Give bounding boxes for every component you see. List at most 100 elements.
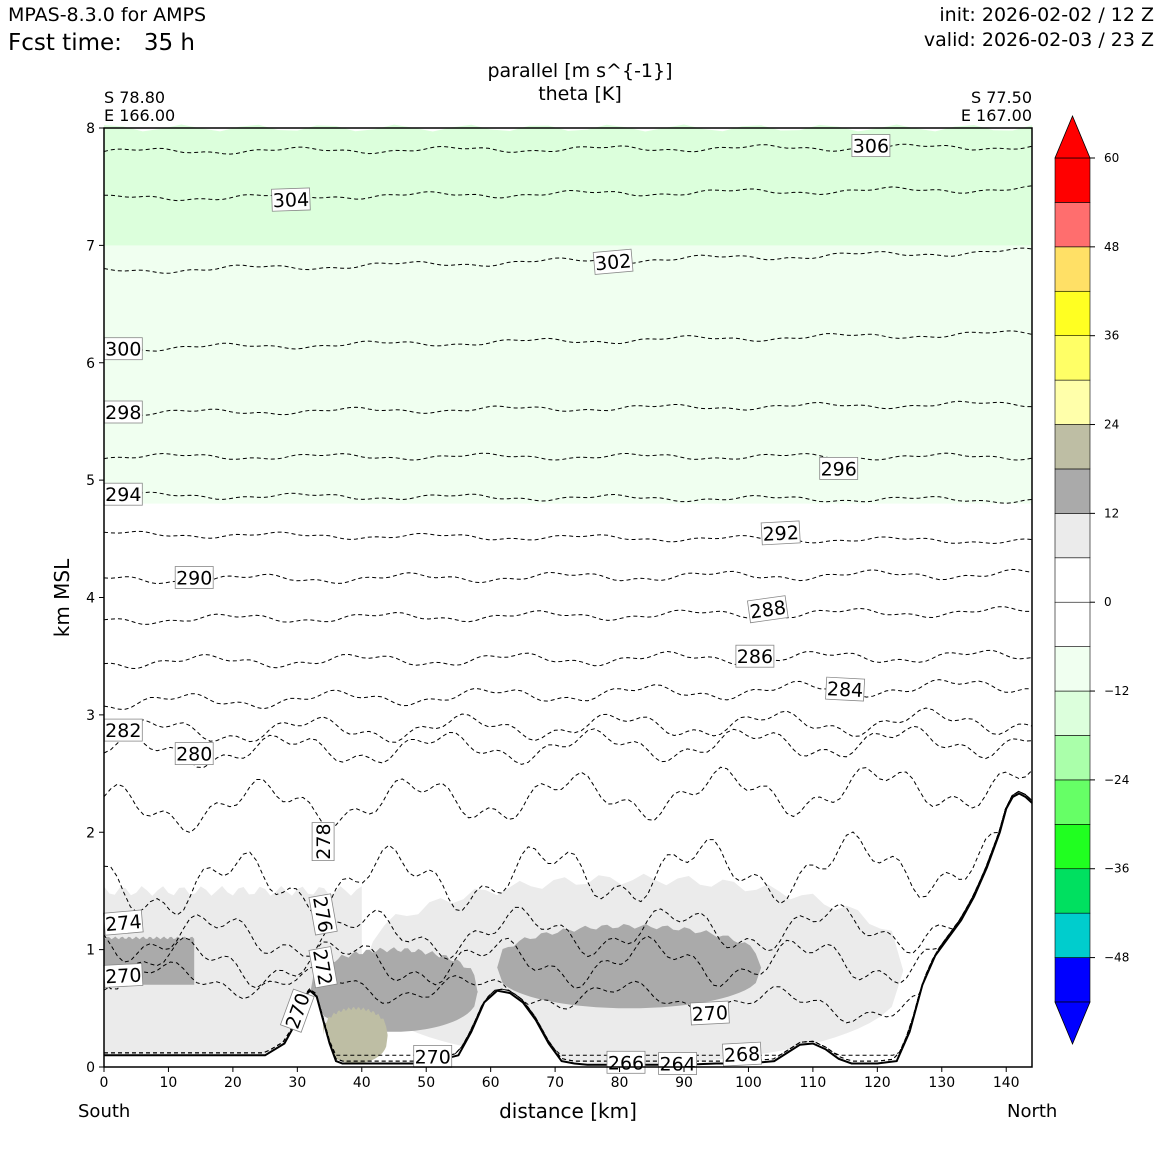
x-tick-label: 10 xyxy=(160,1075,178,1091)
colorbar-segment xyxy=(1054,601,1091,647)
x-tick-label: 80 xyxy=(611,1075,629,1091)
theta-label: 286 xyxy=(737,646,773,668)
theta-label-group: 274 xyxy=(102,909,144,936)
valid-time: valid: 2026-02-03 / 23 Z xyxy=(923,29,1154,51)
colorbar-segment xyxy=(1054,468,1091,514)
theta-contour xyxy=(103,790,1033,918)
theta-label-group: 290 xyxy=(174,566,214,590)
theta-label: 282 xyxy=(105,720,141,742)
theta-label-box xyxy=(271,187,311,212)
theta-label-box xyxy=(174,742,214,765)
theta-label: 294 xyxy=(105,484,141,506)
theta-label: 298 xyxy=(105,402,141,424)
colorbar-tick-label: 24 xyxy=(1104,418,1119,432)
colorbar-tick-label: −24 xyxy=(1104,773,1129,787)
colorbar-segment xyxy=(1054,335,1091,381)
theta-label-box xyxy=(689,1000,730,1026)
x-tick-label: 140 xyxy=(993,1075,1020,1091)
y-axis-label: km MSL xyxy=(50,558,74,638)
theta-label-box xyxy=(174,566,214,589)
init-time: init: 2026-02-02 / 12 Z xyxy=(939,4,1154,26)
colorbar-segment xyxy=(1054,202,1091,248)
y-tick-label: 3 xyxy=(86,708,95,724)
plot-title-theta: theta [K] xyxy=(538,83,622,105)
theta-contour xyxy=(103,247,1033,274)
theta-label-group: 266 xyxy=(606,1050,646,1074)
theta-contour xyxy=(104,790,1033,1062)
theta-contour xyxy=(103,790,1033,1024)
theta-label-box xyxy=(825,676,866,702)
theta-contour xyxy=(103,330,1033,352)
colorbar-tick-label: 0 xyxy=(1104,595,1112,609)
theta-label-group: 270 xyxy=(689,1000,730,1026)
theta-label-group: 304 xyxy=(271,187,311,212)
x-axis-label: distance [km] xyxy=(499,1099,637,1123)
theta-label: 266 xyxy=(608,1052,644,1074)
theta-label: 292 xyxy=(762,522,799,546)
wind-fill-region xyxy=(323,1006,388,1064)
theta-label-group: 270 xyxy=(413,1045,453,1068)
start-lon: E 166.00 xyxy=(104,106,176,125)
south-label: South xyxy=(78,1101,131,1122)
theta-label-box xyxy=(308,893,338,936)
x-tick-label: 100 xyxy=(735,1075,762,1091)
theta-contour xyxy=(103,707,1033,743)
theta-label-box xyxy=(735,644,775,668)
theta-contour xyxy=(103,790,1033,963)
colorbar-tick-label: 36 xyxy=(1104,329,1119,343)
start-lat: S 78.80 xyxy=(104,88,166,107)
theta-contour xyxy=(103,452,1033,461)
colorbar-segment xyxy=(1054,290,1091,336)
colorbar-segment xyxy=(1054,912,1091,958)
theta-label-group: 300 xyxy=(103,337,143,361)
theta-label: 280 xyxy=(176,744,212,766)
theta-contour xyxy=(103,568,1033,585)
theta-label-group: 280 xyxy=(174,742,214,766)
y-tick-label: 1 xyxy=(86,943,95,959)
end-lon: E 167.00 xyxy=(960,106,1032,125)
colorbar-segment xyxy=(1054,824,1091,870)
colorbar-segment xyxy=(1054,690,1091,736)
x-tick-label: 120 xyxy=(864,1075,891,1091)
theta-label: 284 xyxy=(826,678,863,702)
forecast-time-value: 35 h xyxy=(143,30,195,56)
theta-label-box xyxy=(279,988,315,1033)
colorbar-tick-label: −36 xyxy=(1104,862,1129,876)
theta-label: 270 xyxy=(691,1002,728,1026)
colorbar-segment xyxy=(1054,646,1091,692)
theta-label-group: 306 xyxy=(851,134,891,158)
theta-contour xyxy=(103,185,1033,202)
theta-label-group: 292 xyxy=(760,520,801,546)
y-tick-label: 2 xyxy=(86,825,95,841)
theta-label-box xyxy=(851,134,891,158)
x-tick-label: 110 xyxy=(800,1075,827,1091)
theta-label-group: 294 xyxy=(103,482,143,506)
colorbar-segment xyxy=(1054,157,1091,203)
theta-label-group: 286 xyxy=(735,644,775,668)
theta-label: 278 xyxy=(313,823,335,859)
colorbar-tick-label: 60 xyxy=(1104,151,1119,165)
theta-label-group: 264 xyxy=(658,1052,697,1076)
colorbar-segment xyxy=(1054,957,1091,1003)
theta-label: 264 xyxy=(659,1054,695,1076)
y-tick-label: 6 xyxy=(86,356,95,372)
colorbar-segment xyxy=(1054,424,1091,470)
theta-label: 270 xyxy=(415,1046,451,1068)
theta-contour xyxy=(103,400,1032,417)
colorbar-segment xyxy=(1054,246,1091,292)
forecast-time: Fcst time: 35 h xyxy=(8,30,195,56)
theta-label-group: 282 xyxy=(103,718,143,742)
colorbar-segment xyxy=(1054,513,1091,559)
forecast-time-label: Fcst time: xyxy=(8,30,122,56)
theta-contour xyxy=(103,649,1033,670)
theta-contour xyxy=(103,491,1033,504)
colorbar-tick-label: 12 xyxy=(1104,506,1119,520)
theta-contour xyxy=(103,725,1033,769)
terrain-layer xyxy=(104,792,1033,1066)
theta-label-box xyxy=(592,248,634,275)
theta-label-box xyxy=(722,1041,762,1067)
model-title: MPAS-8.3.0 for AMPS xyxy=(8,4,207,26)
x-tick-label: 40 xyxy=(353,1075,371,1091)
theta-contour xyxy=(103,530,1033,545)
wind-fill-region xyxy=(497,924,762,1009)
